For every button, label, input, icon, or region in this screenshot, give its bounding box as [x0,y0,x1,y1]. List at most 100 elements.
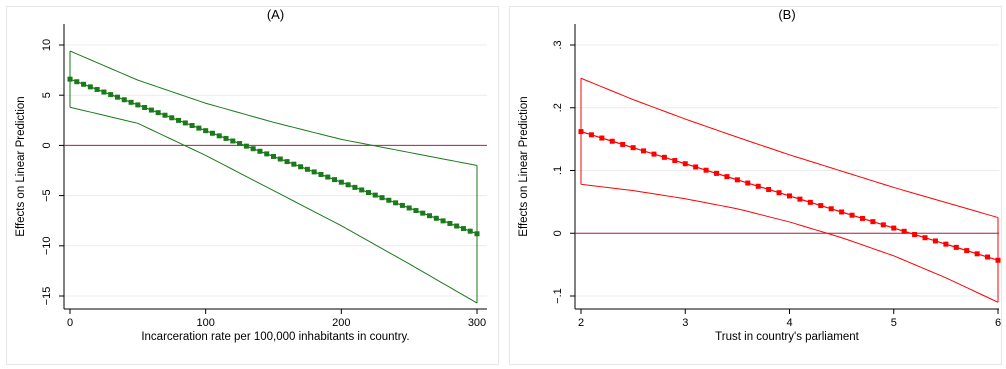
estimate-point [135,102,141,108]
estimate-point [176,117,182,123]
estimate-point [67,76,73,82]
estimate-point [839,209,845,215]
estimate-point [818,203,824,209]
estimate-point [734,177,740,183]
estimate-point [943,241,949,247]
estimate-point [828,206,834,212]
estimate-point [609,138,615,144]
ci-lower-line [69,106,478,304]
chart-panel-b: (B) −.1 0 .1 .2 .3 2 3 4 5 6 Trust in country's par… [509,6,1002,365]
estimate-point [578,129,584,135]
estimate-point [620,141,626,147]
x-tick-label: 5 [891,317,897,329]
estimate-point [203,128,209,134]
y-tick-label: −5 [41,189,53,202]
estimate-point [304,166,310,172]
estimate-point [257,148,263,154]
y-tick-label: 10 [41,39,53,51]
estimate-point [162,112,168,118]
estimate-point [155,110,161,116]
estimate-point [985,254,991,260]
estimate-point [474,231,480,237]
estimate-point [393,200,399,206]
estimate-point [714,170,720,176]
estimate-markers [578,129,1001,263]
estimate-point [964,248,970,254]
estimate-point [953,244,959,250]
estimate-point [460,226,466,232]
estimate-point [797,196,803,202]
y-tick-label: .3 [552,40,564,49]
estimate-point [338,179,344,185]
estimate-point [379,195,385,201]
estimate-point [406,205,412,211]
estimate-point [189,123,195,129]
estimate-point [101,89,107,95]
estimate-point [703,167,709,173]
estimate-point [682,161,688,167]
estimate-point [264,151,270,157]
y-tick-label: 0 [41,142,53,148]
estimate-point [81,81,87,87]
estimate-point [94,86,100,92]
y-tick-label: 5 [41,92,53,98]
estimate-point [386,197,392,203]
estimate-point [588,132,594,138]
estimate-point [148,107,154,113]
estimate-point [870,219,876,225]
estimate-point [630,145,636,151]
estimate-point [912,232,918,238]
estimate-point [74,79,80,85]
estimate-point [372,192,378,198]
estimate-point [114,94,120,100]
estimate-point [318,171,324,177]
estimate-point [724,174,730,180]
estimate-point [271,153,276,159]
estimate-point [974,251,980,257]
estimate-point [359,187,365,193]
estimate-point [420,210,426,216]
estimate-point [291,161,297,167]
estimate-point [661,154,667,160]
estimate-point [121,97,127,103]
estimate-point [440,218,446,224]
estimate-point [787,193,792,199]
x-tick-label: 100 [196,317,214,329]
y-axis-label: Effects on Linear Prediction [15,96,27,236]
x-axis-label: Incarceration rate per 100,000 inhabitan… [141,331,409,343]
estimate-point [216,133,222,139]
estimate-point [891,225,897,231]
estimate-point [447,220,453,226]
y-tick-label: −10 [41,236,53,255]
estimate-point [142,104,148,110]
estimate-point [325,174,331,180]
y-tick-label: .2 [552,103,564,112]
estimate-point [332,177,338,183]
estimate-point [311,169,317,175]
estimate-point [108,92,114,98]
estimate-point [277,156,283,162]
estimate-point [365,190,371,196]
y-axis-label: Effects on Linear Prediction [518,96,530,236]
estimate-point [223,135,229,141]
estimate-point [745,180,751,186]
estimate-point [454,223,460,229]
estimate-point [755,183,761,189]
estimate-point [922,235,928,241]
estimate-point [766,186,772,192]
estimate-point [169,115,175,121]
estimate-point [849,212,855,218]
estimate-point [284,159,290,165]
x-tick-label: 6 [995,317,1001,329]
x-axis-label: Trust in country's parliament [715,331,859,343]
estimate-point [230,138,236,144]
estimate-point [651,151,657,157]
ci-upper-line [69,50,478,166]
x-tick-label: 300 [468,317,486,329]
estimate-point [641,148,647,154]
chart-title: (B) [778,7,795,22]
ci-lower-line [580,183,999,303]
estimate-point [182,120,188,126]
estimate-point [995,257,1001,263]
